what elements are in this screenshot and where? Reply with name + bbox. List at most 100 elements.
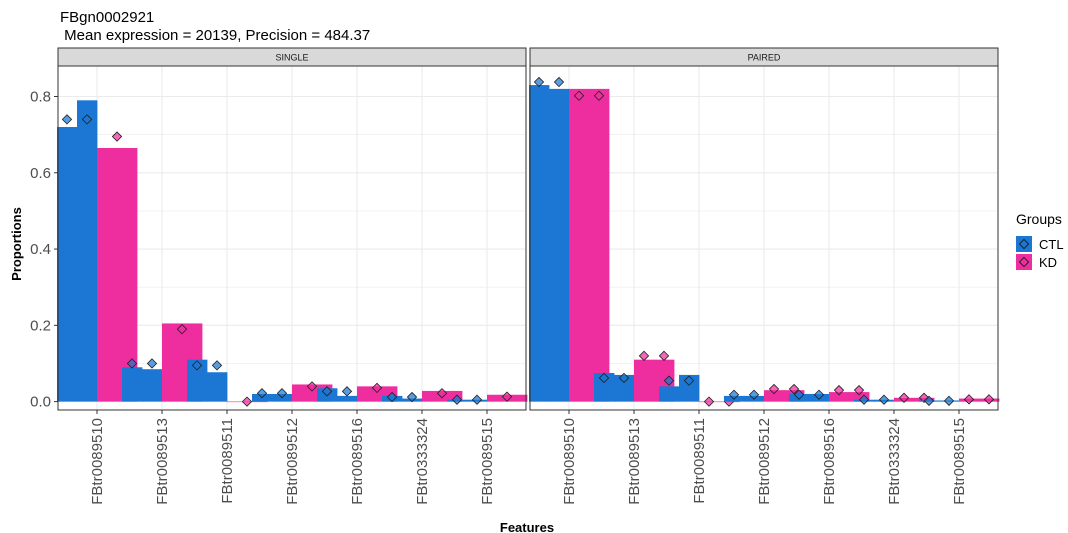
point-kd (436, 388, 448, 399)
y-tick-label: 0.0 (30, 394, 51, 411)
x-tick-label: FBtr0089512 (284, 418, 301, 505)
point-ctl (321, 386, 333, 397)
point-kd (898, 392, 910, 403)
y-tick-label: 0.6 (30, 165, 51, 182)
point-kd (788, 383, 800, 395)
bar-ctl (122, 367, 143, 402)
bar-ctl (77, 100, 98, 402)
bar-ctl (679, 374, 700, 402)
legend: Groups CTL KD (1016, 211, 1064, 270)
y-axis-title: Proportions (9, 207, 24, 281)
point-ctl (406, 391, 418, 403)
point-ctl (471, 394, 483, 405)
point-ctl (943, 395, 955, 407)
bar-kd (589, 88, 610, 402)
point-kd (963, 394, 975, 405)
point-ctl (748, 389, 760, 400)
bar-ctl (614, 374, 635, 402)
point-ctl (793, 389, 805, 400)
point-kd (703, 396, 715, 407)
x-tick-label: FBtr0089513 (626, 418, 643, 505)
x-tick-label: FBtr0089511 (691, 418, 708, 504)
point-kd (658, 350, 670, 362)
legend-diamond-icon (1018, 238, 1030, 250)
legend-item-kd: KD (1016, 254, 1057, 270)
bar-ctl (337, 395, 358, 402)
point-kd (833, 385, 845, 396)
facet-strip (529, 47, 999, 67)
point-kd (768, 383, 780, 395)
x-tick-label: FBtr0089510 (561, 418, 578, 505)
x-tick-label: FBtr0089512 (756, 418, 773, 505)
point-ctl (598, 372, 610, 384)
bar-kd (97, 147, 138, 402)
facet-panels: SINGLE FBtr0089510 FBtr0089513 FBtr0089511 F… (57, 47, 1000, 505)
point-kd (573, 90, 585, 101)
point-ctl (211, 360, 223, 371)
point-kd (593, 90, 605, 101)
bar-ctl (659, 386, 680, 402)
facet-strip (57, 47, 527, 67)
point-kd (501, 391, 513, 402)
point-kd (638, 350, 650, 362)
legend-title: Groups (1016, 211, 1062, 227)
facet-strip-label: PAIRED (748, 53, 781, 63)
bar-kd (829, 392, 850, 402)
y-axis: 0.0 0.2 0.4 0.6 0.8 (30, 89, 58, 411)
point-ctl (256, 388, 268, 399)
point-kd (111, 131, 123, 142)
point-ctl (126, 358, 138, 369)
point-ctl (813, 389, 825, 400)
x-tick-label: FBtr0333324 (414, 418, 431, 505)
x-tick-label: FBtr0089516 (349, 418, 366, 505)
point-ctl (81, 114, 93, 125)
chart-subtitle: Mean expression = 20139, Precision = 484… (60, 27, 370, 44)
point-kd (241, 396, 253, 407)
legend-swatch (1016, 236, 1032, 252)
bar-ctl (57, 127, 78, 402)
x-tick-label: FBtr0089511 (219, 418, 236, 504)
point-kd (853, 385, 865, 396)
bar-kd (764, 390, 785, 402)
legend-label: CTL (1039, 237, 1064, 252)
point-ctl (683, 375, 695, 386)
legend-item-ctl: CTL (1016, 236, 1064, 252)
point-ctl (858, 394, 870, 405)
point-ctl (553, 76, 565, 88)
x-tick-label: FBtr0089513 (154, 418, 171, 505)
bar-kd (634, 359, 655, 402)
bar-kd (849, 392, 870, 402)
point-ctl (451, 394, 463, 405)
x-tick-label: FBtr0333324 (886, 418, 903, 505)
x-tick-label: FBtr0089515 (479, 418, 496, 505)
x-axis-title: Features (500, 520, 554, 533)
point-kd (371, 382, 383, 394)
point-ctl (878, 394, 890, 405)
bar-kd (569, 88, 590, 402)
point-kd (306, 381, 318, 392)
bar-ctl (187, 359, 208, 402)
x-tick-label: FBtr0089510 (89, 418, 106, 505)
point-ctl (146, 358, 158, 369)
x-tick-label: FBtr0089515 (951, 418, 968, 505)
bar-ctl (594, 373, 615, 402)
point-ctl (923, 395, 935, 407)
bar-ctl (142, 369, 163, 402)
panel-single: SINGLE FBtr0089510 FBtr0089513 FBtr0089511 F… (57, 47, 528, 505)
bar-ctl (549, 88, 570, 402)
panel-paired: PAIRED FBtr0089510 FBtr0089513 FBtr0089511 F… (529, 47, 1000, 505)
x-tick-label: FBtr0089516 (821, 418, 838, 505)
y-tick-label: 0.4 (30, 241, 51, 258)
point-ctl (618, 372, 630, 384)
point-ctl (533, 76, 545, 88)
facet-strip-label: SINGLE (275, 53, 308, 63)
legend-diamond-icon (1018, 256, 1030, 268)
bar-ctl (207, 372, 228, 402)
point-ctl (276, 388, 288, 399)
point-ctl (191, 360, 203, 371)
chart-title: FBgn0002921 (60, 9, 154, 26)
point-ctl (61, 114, 73, 125)
point-kd (983, 394, 995, 405)
legend-swatch (1016, 254, 1032, 270)
